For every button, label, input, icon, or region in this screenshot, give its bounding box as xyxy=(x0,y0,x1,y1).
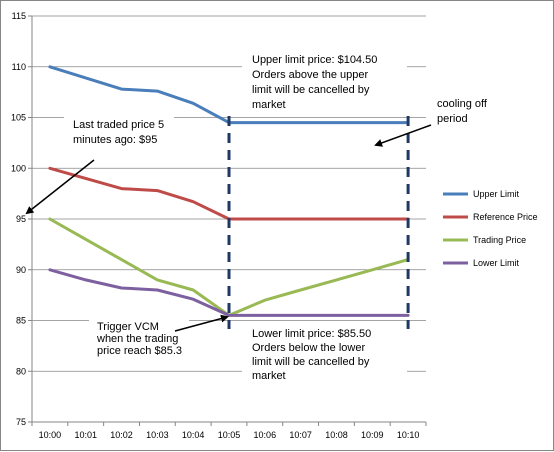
legend-entry-reference-price: Reference Price xyxy=(473,212,538,222)
y-tick-label: 115 xyxy=(12,11,26,21)
annotation-bg-last xyxy=(64,117,174,147)
x-tick-label: 10:06 xyxy=(254,430,277,440)
axes: 75 80 85 90 95 100 105 110 115 10:00 10:01 10:02 10:… xyxy=(11,11,427,440)
y-tick-label: 80 xyxy=(16,366,26,376)
arrow-cooling-off xyxy=(374,124,432,147)
annotation-cooling-line: cooling off xyxy=(437,98,488,110)
y-tick-label: 75 xyxy=(16,417,26,427)
legend: Upper Limit Reference Price Trading Price L… xyxy=(443,189,538,268)
x-tick-label: 10:08 xyxy=(325,430,348,440)
arrow-trigger-vcm xyxy=(174,314,229,332)
legend-entry-lower-limit: Lower Limit xyxy=(473,258,520,268)
x-tick-label: 10:07 xyxy=(289,430,312,440)
cooling-off-markers xyxy=(227,116,410,329)
annotation-upper-line: limit will be cancelled by xyxy=(252,84,370,96)
annotation-lower-line: market xyxy=(252,370,286,382)
annotation-cooling-line: period xyxy=(437,113,468,125)
annotation-upper-line: Upper limit price: $104.50 xyxy=(252,54,377,66)
legend-entry-trading-price: Trading Price xyxy=(473,235,526,245)
x-tick-label: 10:05 xyxy=(218,430,241,440)
y-tick-label: 85 xyxy=(16,316,26,326)
y-tick-label: 100 xyxy=(11,163,26,173)
x-tick-label: 10:01 xyxy=(74,430,97,440)
annotation-last-line: minutes ago: $95 xyxy=(73,134,157,146)
x-tick-label: 10:03 xyxy=(146,430,169,440)
annotation-upper-line: Orders above the upper xyxy=(252,69,369,81)
annotation-lower-line: Lower limit price: $85.50 xyxy=(252,328,371,340)
annotation-lower-line: Orders below the lower xyxy=(252,342,365,354)
x-tick-label: 10:10 xyxy=(397,430,420,440)
y-tick-label: 95 xyxy=(16,214,26,224)
y-tick-label: 105 xyxy=(11,113,26,123)
annotation-bg-lower xyxy=(242,327,407,387)
annotation-trigger-line: Trigger VCM xyxy=(97,321,159,333)
annotation-bg-trigger xyxy=(89,319,189,361)
annotation-upper-line: market xyxy=(252,99,286,111)
y-tick-label: 110 xyxy=(12,62,26,72)
series-line-lower-limit xyxy=(48,268,410,317)
annotation-bg-upper xyxy=(242,50,407,113)
arrow-last-traded xyxy=(25,159,95,215)
x-tick-label: 10:04 xyxy=(182,430,205,440)
annotations: Upper limit price: $104.50 Orders above t… xyxy=(25,54,488,382)
x-tick-label: 10:00 xyxy=(39,430,62,440)
x-tick-label: 10:02 xyxy=(110,430,133,440)
series-line-trading-price xyxy=(48,217,410,317)
annotation-last-line: Last traded price 5 xyxy=(73,119,164,131)
y-tick-label: 90 xyxy=(16,265,26,275)
grid xyxy=(32,15,493,387)
legend-entry-upper-limit: Upper Limit xyxy=(473,189,520,199)
annotation-trigger-line: when the trading xyxy=(96,333,178,345)
annotation-lower-line: limit will be cancelled by xyxy=(252,356,370,368)
annotation-bg-cooling xyxy=(433,96,493,126)
x-tick-label: 10:09 xyxy=(361,430,384,440)
annotation-trigger-line: price reach $85.3 xyxy=(97,345,182,357)
